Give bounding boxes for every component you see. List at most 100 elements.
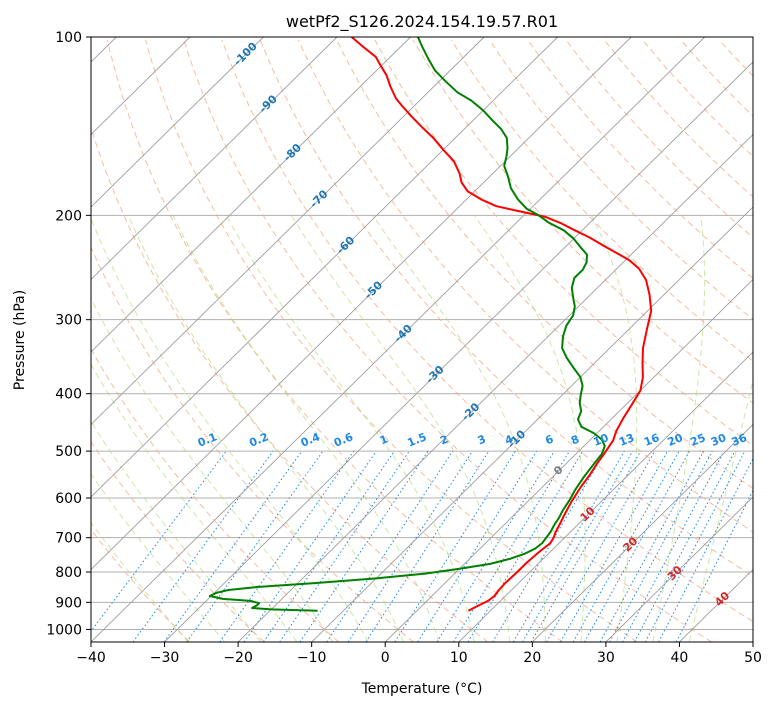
y-tick-label: 700 — [55, 531, 82, 547]
moist-adiabat — [652, 215, 706, 642]
x-tick-label: −30 — [150, 650, 180, 666]
mixing-ratio-label: 10 — [591, 431, 610, 449]
isotherm-line — [91, 37, 264, 208]
y-tick-label: 900 — [55, 595, 82, 611]
mixing-ratio-label: 1 — [378, 433, 390, 448]
isotherm-line — [458, 351, 753, 642]
y-axis-label: Pressure (hPa) — [12, 290, 28, 390]
y-axis-ticks: 1000 900 800 700 600 500 400 300 200 100 — [46, 30, 91, 638]
isotherm-line — [237, 133, 753, 642]
moist-adiabat — [172, 215, 440, 642]
dry-adiabat — [603, 39, 753, 198]
x-tick-label: 20 — [523, 650, 541, 666]
isotherm-line — [532, 423, 753, 642]
x-tick-label: 10 — [450, 650, 468, 666]
mixing-ratio-line — [219, 450, 355, 642]
mixing-ratio-label: 20 — [666, 431, 685, 449]
mixing-ratio-label: 0.2 — [247, 430, 270, 449]
dry-adiabats — [91, 39, 775, 642]
dry-adiabat — [221, 39, 753, 623]
isotherm-line — [91, 37, 632, 571]
mixing-ratio-label: 8 — [569, 433, 581, 448]
moist-adiabat — [91, 363, 298, 642]
isotherm-line — [605, 496, 753, 642]
isotherm-line — [91, 37, 338, 281]
mixing-ratio-line — [394, 450, 516, 642]
dry-adiabat — [450, 39, 753, 362]
y-tick-label: 300 — [55, 313, 82, 329]
mixing-ratio-line — [492, 450, 606, 642]
mixing-ratio-line — [279, 450, 410, 642]
y-tick-label: 500 — [55, 444, 82, 460]
mixing-ratio-line — [622, 450, 725, 642]
chart-title: wetPf2_S126.2024.154.19.57.R01 — [286, 12, 558, 32]
mixing-ratio-line — [436, 450, 555, 642]
moist-adiabat — [91, 420, 262, 642]
dry-adiabat — [374, 39, 753, 447]
moist-adiabat — [372, 215, 546, 642]
x-axis-ticks: −40 −30 −20 −10 0 10 20 30 40 50 — [76, 642, 762, 666]
dry-adiabat — [145, 39, 638, 642]
x-tick-label: −40 — [76, 650, 106, 666]
sounding-series — [208, 37, 653, 612]
x-tick-label: 30 — [597, 650, 615, 666]
mixing-ratio-label: 36 — [730, 431, 749, 449]
dry-adiabat — [259, 39, 753, 577]
moist-adiabat — [91, 473, 225, 642]
line-labels: -100-90-80-70-60-50-40-30-20-10010203040… — [196, 40, 749, 610]
mixing-ratio-label: 2 — [438, 433, 450, 448]
x-tick-label: 50 — [744, 650, 762, 666]
dry-adiabat — [527, 39, 753, 279]
mixing-ratio-line — [609, 450, 713, 642]
isotherm-line — [91, 37, 191, 136]
mixing-ratio-line — [522, 450, 634, 642]
mixing-ratio-label: 25 — [688, 431, 707, 449]
dry-adiabat — [106, 39, 563, 642]
isotherm-line — [752, 641, 753, 642]
mixing-ratio-line — [417, 450, 538, 642]
mixing-ratio-line — [584, 450, 690, 642]
y-tick-label: 100 — [55, 30, 82, 46]
x-tick-label: −10 — [297, 650, 327, 666]
y-tick-label: 1000 — [46, 622, 82, 638]
dry-adiabat — [757, 40, 775, 642]
dry-adiabat — [91, 246, 414, 642]
mixing-ratio-line — [530, 450, 641, 642]
isotherm-line — [384, 278, 753, 642]
mixing-ratio-line — [512, 450, 625, 642]
skewed-isotherms — [91, 37, 753, 642]
mixing-ratio-line — [675, 489, 753, 642]
dry-adiabat — [412, 39, 753, 404]
mixing-ratio-label: 16 — [642, 431, 661, 449]
temperature-profile — [351, 37, 653, 612]
isotherm-line — [679, 568, 753, 642]
dry-adiabat — [91, 348, 340, 642]
plot-frame — [90, 36, 754, 643]
mixing-ratio-line — [132, 450, 274, 642]
moist-adiabat — [225, 215, 475, 642]
dry-adiabat — [336, 39, 753, 490]
mixing-ratio-label: 0.6 — [332, 430, 355, 449]
dry-adiabat — [91, 440, 265, 642]
mixing-ratio-line — [599, 450, 705, 642]
mixing-ratio-line — [263, 450, 395, 642]
mixing-ratio-line — [186, 450, 324, 642]
moist-adiabats — [91, 215, 753, 642]
isotherm-line — [91, 37, 706, 642]
mixing-ratio-label: 30 — [709, 431, 728, 449]
mixing-ratio-line — [163, 450, 303, 642]
mixing-ratio-line — [91, 450, 227, 632]
isotherm-line — [91, 37, 558, 498]
isotherm-line — [91, 37, 485, 426]
dry-adiabat — [489, 39, 753, 321]
y-tick-label: 200 — [55, 208, 82, 224]
dry-adiabat — [642, 39, 753, 158]
mixing-ratio-line — [644, 450, 746, 642]
y-tick-label: 600 — [55, 491, 82, 507]
isotherm-line — [91, 37, 411, 353]
dry-adiabat — [91, 528, 191, 642]
x-tick-label: 0 — [381, 650, 390, 666]
moist-adiabat — [291, 215, 511, 642]
x-tick-label: 40 — [671, 650, 689, 666]
